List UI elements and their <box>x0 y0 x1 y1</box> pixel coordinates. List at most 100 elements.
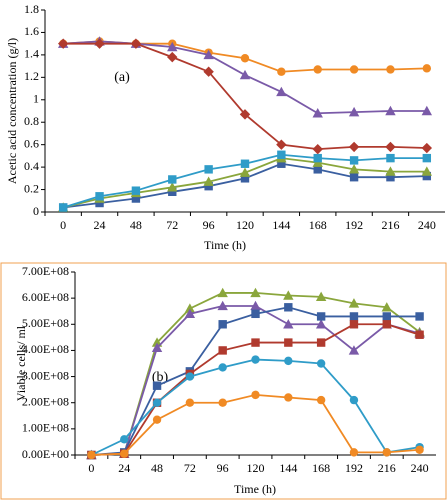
data-point <box>167 41 178 52</box>
data-point <box>422 171 432 181</box>
y-tick-label: 3.00E+08 <box>22 368 69 382</box>
data-point <box>167 182 178 192</box>
data-point <box>421 166 433 176</box>
data-point <box>316 395 326 405</box>
data-point <box>87 450 96 460</box>
x-tick-label: 48 <box>151 461 163 475</box>
data-point <box>421 105 433 116</box>
data-point <box>415 445 424 454</box>
data-point <box>185 398 195 407</box>
series-line <box>91 306 420 456</box>
data-point <box>218 363 227 372</box>
data-point <box>276 86 287 97</box>
x-tick-label: 144 <box>279 461 297 475</box>
data-point <box>203 176 214 186</box>
data-point <box>58 203 68 212</box>
data-point <box>382 312 391 321</box>
y-tick-label: 5.00E+08 <box>22 316 69 330</box>
data-point <box>185 372 195 381</box>
data-point <box>312 143 323 155</box>
data-point <box>239 69 251 80</box>
data-point <box>386 173 395 182</box>
data-point <box>239 167 251 177</box>
x-axis-label: Time (h) <box>204 238 246 252</box>
data-point <box>312 108 323 118</box>
data-point <box>348 345 360 355</box>
data-point <box>120 435 129 444</box>
y-tick-label: 7.00E+08 <box>22 264 69 278</box>
data-point <box>250 287 261 298</box>
x-tick-label: 96 <box>217 461 229 475</box>
data-point <box>284 303 293 312</box>
y-tick-label: 1.4 <box>24 47 39 61</box>
x-tick-label: 192 <box>345 461 363 475</box>
data-point <box>251 355 260 364</box>
x-tick-label: 72 <box>184 461 196 475</box>
x-tick-label: 120 <box>236 218 254 232</box>
data-point <box>348 106 360 117</box>
data-point <box>315 319 327 329</box>
x-tick-label: 240 <box>411 461 429 475</box>
y-tick-label: 1.00E+08 <box>22 421 69 435</box>
data-point <box>316 359 326 368</box>
data-point <box>422 64 432 73</box>
data-point <box>152 415 162 424</box>
x-tick-label: 144 <box>272 218 290 232</box>
data-point <box>349 156 359 165</box>
y-tick-label: 0.6 <box>24 136 39 150</box>
data-point <box>349 395 359 405</box>
data-point <box>316 338 326 347</box>
data-point <box>152 381 162 390</box>
data-point <box>168 175 177 184</box>
data-point <box>349 312 359 321</box>
data-point <box>277 150 286 159</box>
data-point <box>348 141 360 153</box>
data-point <box>349 65 359 74</box>
data-point <box>94 38 105 49</box>
data-point <box>349 320 359 329</box>
data-point <box>276 139 287 150</box>
y-tick-label: 0 <box>33 204 39 218</box>
x-axis-label: Time (h) <box>234 482 276 496</box>
data-point <box>152 398 162 407</box>
data-point <box>95 192 104 201</box>
x-tick-label: 96 <box>203 218 215 232</box>
data-point <box>415 312 424 321</box>
annotation: (b) <box>152 370 169 385</box>
y-tick-label: 1.6 <box>24 24 39 38</box>
x-tick-label: 48 <box>130 218 142 232</box>
x-tick-label: 168 <box>312 461 330 475</box>
x-tick-label: 192 <box>345 218 363 232</box>
data-point <box>316 312 326 321</box>
data-point <box>349 173 359 182</box>
data-point <box>184 308 196 319</box>
data-point <box>386 65 395 74</box>
data-point <box>203 49 214 60</box>
annotation: (a) <box>114 70 130 85</box>
y-tick-label: 6.00E+08 <box>22 290 69 304</box>
y-tick-label: 0.8 <box>24 114 39 128</box>
data-point <box>381 302 392 312</box>
data-point <box>251 309 260 319</box>
data-point <box>283 290 294 300</box>
y-tick-label: 1 <box>33 92 39 106</box>
data-point <box>218 346 227 355</box>
data-point <box>184 303 196 313</box>
data-point <box>313 165 322 174</box>
x-tick-label: 72 <box>166 218 178 232</box>
x-tick-label: 216 <box>381 218 399 232</box>
data-point <box>315 291 327 302</box>
data-point <box>284 393 293 402</box>
data-point <box>385 166 396 176</box>
data-point <box>240 174 250 183</box>
data-point <box>218 398 227 407</box>
data-point <box>217 300 228 311</box>
data-point <box>240 54 250 63</box>
data-point <box>240 159 250 168</box>
data-point <box>204 165 213 174</box>
y-tick-label: 4.00E+08 <box>22 342 69 356</box>
data-point <box>203 66 214 77</box>
y-axis-label: Viable cells/ ml <box>14 325 28 401</box>
data-point <box>382 448 391 457</box>
